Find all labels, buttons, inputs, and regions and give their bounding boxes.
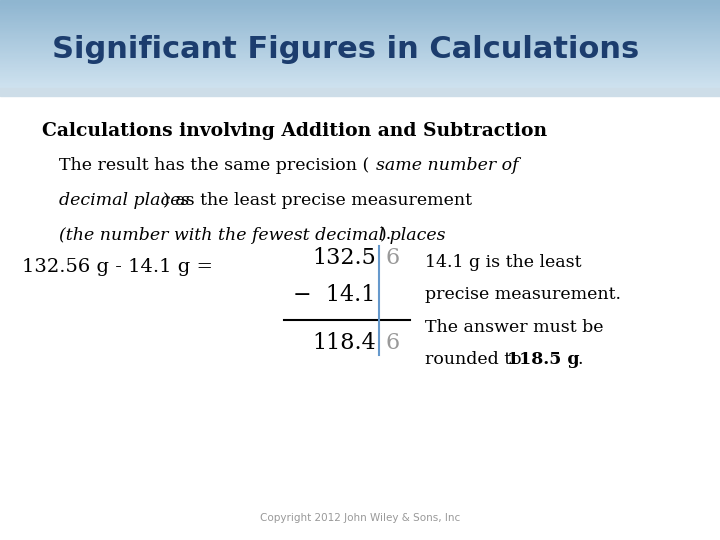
Text: same number of: same number of [376,157,518,173]
Text: The result has the same precision (: The result has the same precision ( [59,157,369,173]
Text: (the number with the fewest decimal places: (the number with the fewest decimal plac… [59,227,446,244]
Text: rounded to: rounded to [425,351,527,368]
Text: 118.4: 118.4 [312,332,376,354]
Text: 132.56 g - 14.1 g =: 132.56 g - 14.1 g = [22,258,212,276]
Text: Copyright 2012 John Wiley & Sons, Inc: Copyright 2012 John Wiley & Sons, Inc [260,514,460,523]
Text: ).: ). [379,227,392,244]
Text: decimal places: decimal places [59,192,189,208]
Text: −  14.1: − 14.1 [294,285,376,306]
Text: 118.5 g: 118.5 g [507,351,580,368]
Text: The answer must be: The answer must be [425,319,603,335]
Text: .: . [577,351,583,368]
Text: ) as the least precise measurement: ) as the least precise measurement [163,192,472,208]
Text: Calculations involving Addition and Subtraction: Calculations involving Addition and Subt… [42,122,547,139]
Text: 6: 6 [385,332,400,354]
Text: 6: 6 [385,247,400,269]
Text: precise measurement.: precise measurement. [425,286,621,303]
Text: 14.1 g is the least: 14.1 g is the least [425,254,581,271]
Text: Significant Figures in Calculations: Significant Figures in Calculations [52,35,639,64]
Text: 132.5: 132.5 [312,247,376,269]
